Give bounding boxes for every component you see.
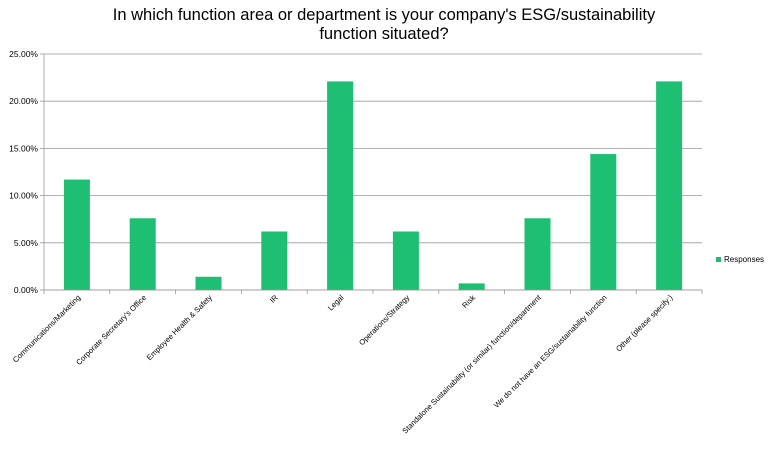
y-tick-label: 20.00% [9, 96, 38, 106]
bar [524, 218, 551, 290]
x-tick-label: Risk [460, 293, 477, 310]
bar [261, 231, 288, 290]
bar [392, 231, 419, 290]
chart-title-line-1: In which function area or department is … [113, 6, 656, 24]
x-tick-label: Communications/Marketing [11, 293, 82, 364]
y-tick-label: 25.00% [9, 49, 38, 59]
y-tick-label: 5.00% [14, 238, 39, 248]
bar [656, 81, 683, 290]
bar [458, 283, 485, 290]
x-tick-label: We do not have an ESG/sustainability fun… [492, 293, 609, 410]
x-tick-label: Operations/Strategy [357, 293, 411, 347]
chart-title-line-2: function situated? [319, 25, 448, 43]
x-tick-label: IR [268, 293, 280, 305]
x-tick-label: Standalone Sustainability (or similar) f… [400, 292, 543, 435]
legend-swatch-responses [716, 257, 721, 262]
legend: Responses [716, 255, 764, 264]
bar [129, 218, 156, 290]
y-axis: 0.00% 5.00% 10.00% 15.00% 20.00% 25.00% [9, 49, 45, 295]
y-tick-label: 0.00% [14, 285, 39, 295]
x-tick-label: Employee Health & Safety [145, 293, 214, 362]
bars [63, 81, 683, 290]
x-tick-label: Other (please specify:) [614, 293, 675, 354]
legend-label-responses: Responses [724, 255, 764, 264]
chart-title: In which function area or department is … [113, 6, 656, 43]
bar [195, 276, 222, 290]
bar [63, 179, 90, 290]
bar [590, 154, 617, 290]
y-tick-label: 15.00% [9, 143, 38, 153]
bar [327, 81, 354, 290]
y-tick-label: 10.00% [9, 191, 38, 201]
x-tick-label: Corporate Secretary's Office [74, 293, 148, 367]
x-tick-label: Legal [326, 293, 346, 313]
